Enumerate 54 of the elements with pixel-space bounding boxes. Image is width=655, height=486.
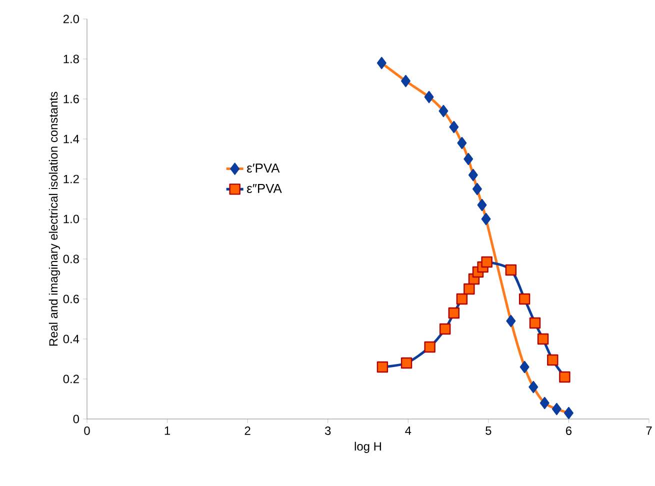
y-tick-label: 0.6 bbox=[63, 294, 79, 304]
point bbox=[439, 323, 451, 335]
point bbox=[424, 90, 434, 104]
point bbox=[464, 283, 475, 295]
x-tick-label: 3 bbox=[324, 426, 331, 435]
y-tick-label: 0 bbox=[73, 414, 80, 424]
point bbox=[540, 396, 550, 410]
point bbox=[472, 182, 482, 196]
point bbox=[552, 402, 562, 416]
y-tick-label: 0.8 bbox=[63, 254, 79, 264]
point bbox=[477, 198, 487, 212]
point bbox=[401, 74, 410, 88]
point bbox=[481, 256, 492, 268]
x-tick-label: 0 bbox=[84, 426, 90, 435]
legend-label: ε″PVA bbox=[247, 184, 282, 194]
point bbox=[438, 104, 448, 118]
x-tick-label: 5 bbox=[486, 426, 492, 435]
point bbox=[376, 361, 388, 373]
x-tick-label: 7 bbox=[646, 426, 652, 435]
point bbox=[448, 307, 460, 319]
point bbox=[457, 136, 467, 150]
legend-label: ε′PVA bbox=[247, 164, 280, 173]
point bbox=[505, 264, 517, 276]
point bbox=[537, 333, 549, 345]
y-axis-title: Real and imaginary electrical isolation constants bbox=[48, 92, 60, 346]
point bbox=[481, 212, 491, 226]
y-tick-label: 1.0 bbox=[64, 214, 80, 224]
y-tick-label: 2.0 bbox=[63, 14, 80, 24]
point bbox=[518, 293, 530, 305]
x-tick-label: 4 bbox=[405, 426, 412, 435]
y-tick-label: 0.2 bbox=[63, 374, 79, 384]
y-tick-label: 1.6 bbox=[64, 94, 79, 104]
point bbox=[376, 56, 386, 70]
point bbox=[547, 354, 558, 366]
point bbox=[456, 293, 468, 305]
y-tick-label: 0.4 bbox=[63, 334, 80, 344]
point bbox=[520, 360, 530, 374]
point bbox=[506, 314, 516, 328]
point bbox=[468, 168, 478, 182]
y-tick-label: 1.8 bbox=[64, 54, 79, 64]
x-tick-label: 2 bbox=[244, 426, 250, 435]
point bbox=[449, 120, 459, 134]
x-axis-title: log H bbox=[354, 442, 381, 453]
x-tick-label: 1 bbox=[164, 426, 170, 435]
point bbox=[564, 406, 574, 420]
point bbox=[529, 317, 541, 329]
point bbox=[424, 341, 436, 353]
point bbox=[559, 371, 570, 383]
point bbox=[528, 380, 538, 394]
y-tick-label: 1.4 bbox=[64, 134, 80, 144]
x-tick-label: 6 bbox=[566, 426, 572, 435]
y-tick-label: 1.2 bbox=[64, 174, 79, 184]
point bbox=[464, 152, 474, 166]
point bbox=[400, 357, 412, 369]
